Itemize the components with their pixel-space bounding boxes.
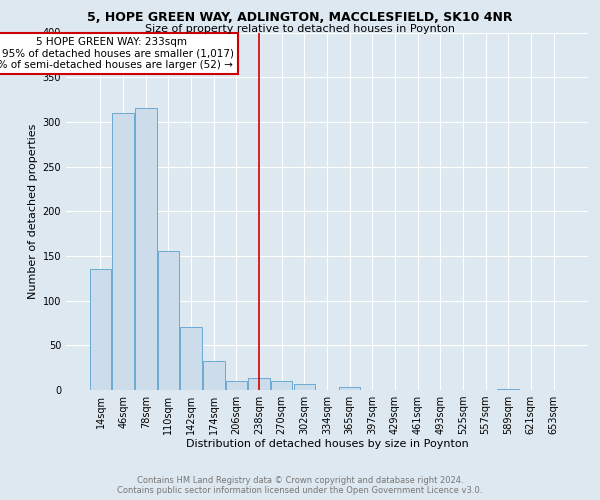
Bar	[135, 108, 157, 390]
Bar	[203, 360, 224, 390]
Bar	[181, 328, 202, 390]
Bar	[226, 381, 247, 390]
Text: 5, HOPE GREEN WAY, ADLINGTON, MACCLESFIELD, SK10 4NR: 5, HOPE GREEN WAY, ADLINGTON, MACCLESFIE…	[87, 11, 513, 24]
Y-axis label: Number of detached properties: Number of detached properties	[28, 124, 38, 299]
Text: 5 HOPE GREEN WAY: 233sqm
← 95% of detached houses are smaller (1,017)
5% of semi: 5 HOPE GREEN WAY: 233sqm ← 95% of detach…	[0, 37, 234, 70]
Bar	[248, 378, 270, 390]
Bar	[112, 113, 134, 390]
X-axis label: Distribution of detached houses by size in Poynton: Distribution of detached houses by size …	[185, 438, 469, 448]
Bar	[497, 389, 519, 390]
Text: Contains HM Land Registry data © Crown copyright and database right 2024.
Contai: Contains HM Land Registry data © Crown c…	[118, 476, 482, 495]
Text: Size of property relative to detached houses in Poynton: Size of property relative to detached ho…	[145, 24, 455, 34]
Bar	[271, 381, 292, 390]
Bar	[158, 252, 179, 390]
Bar	[90, 270, 111, 390]
Bar	[339, 388, 361, 390]
Bar	[293, 384, 315, 390]
